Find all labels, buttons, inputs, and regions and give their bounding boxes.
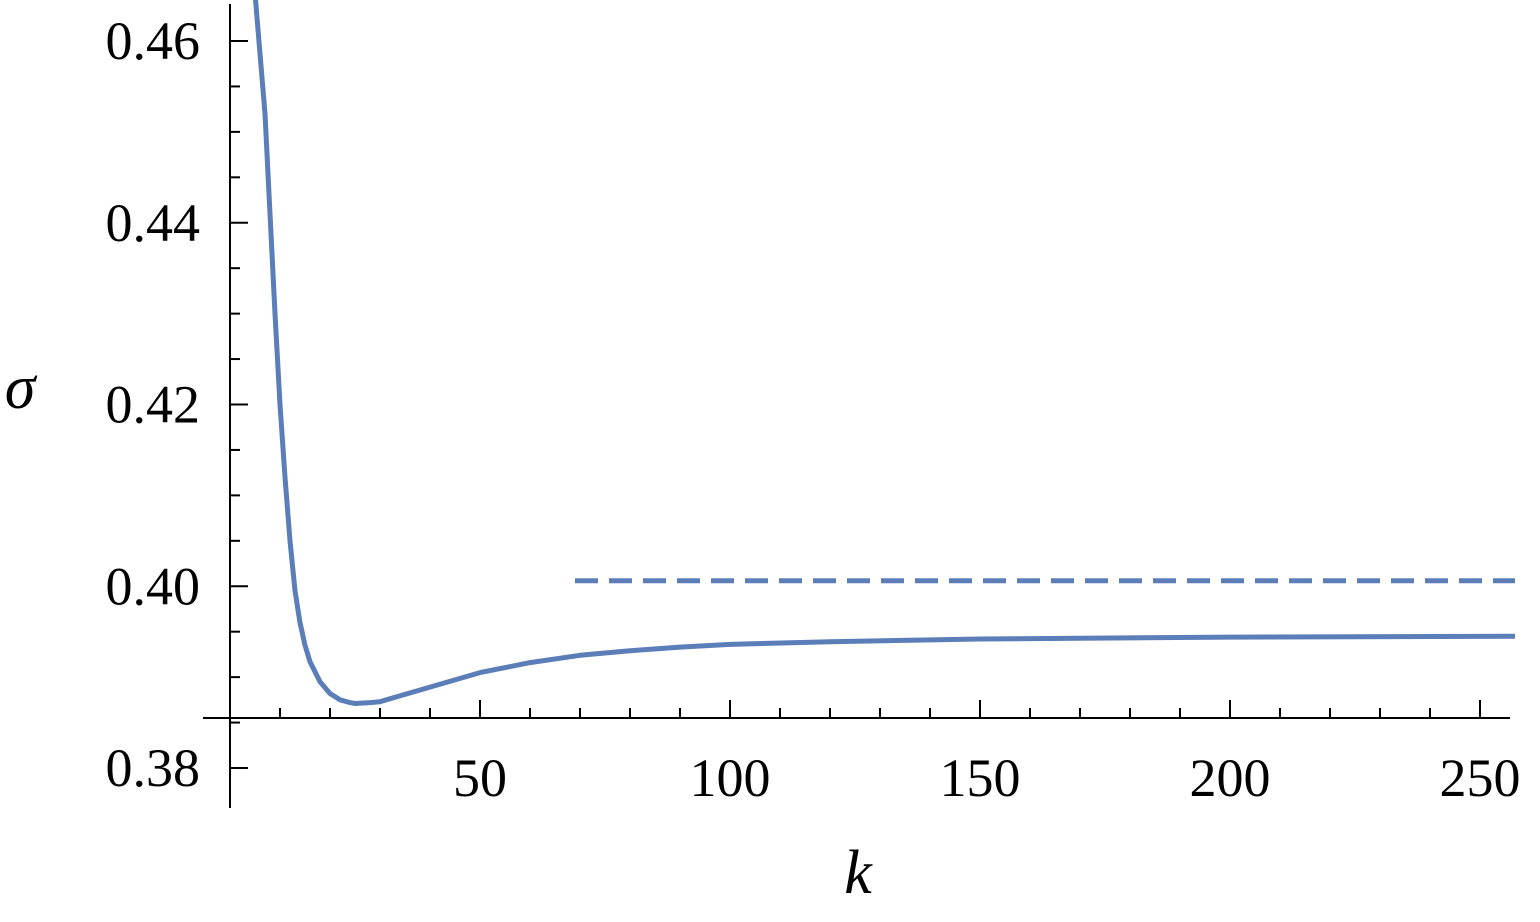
x-axis-title: k [844,839,873,907]
y-tick-label: 0.46 [106,11,201,71]
y-axis-title: σ [5,354,38,422]
x-tick-label: 150 [940,748,1021,808]
y-tick-label: 0.44 [106,193,201,253]
x-tick-label: 100 [690,748,771,808]
y-tick-label: 0.40 [106,556,201,616]
chart-series [253,0,1516,706]
x-tick-label: 50 [453,748,507,808]
chart-labels: 0.38 0.40 0.42 0.44 0.46 50 100 150 200 250 k σ [5,11,1521,907]
x-tick-label: 250 [1440,748,1521,808]
sigma-curve-line [253,0,1516,706]
x-tick-label: 200 [1190,748,1271,808]
y-tick-label: 0.42 [106,375,201,435]
y-tick-label: 0.38 [106,738,201,798]
chart-axes [203,4,1510,808]
